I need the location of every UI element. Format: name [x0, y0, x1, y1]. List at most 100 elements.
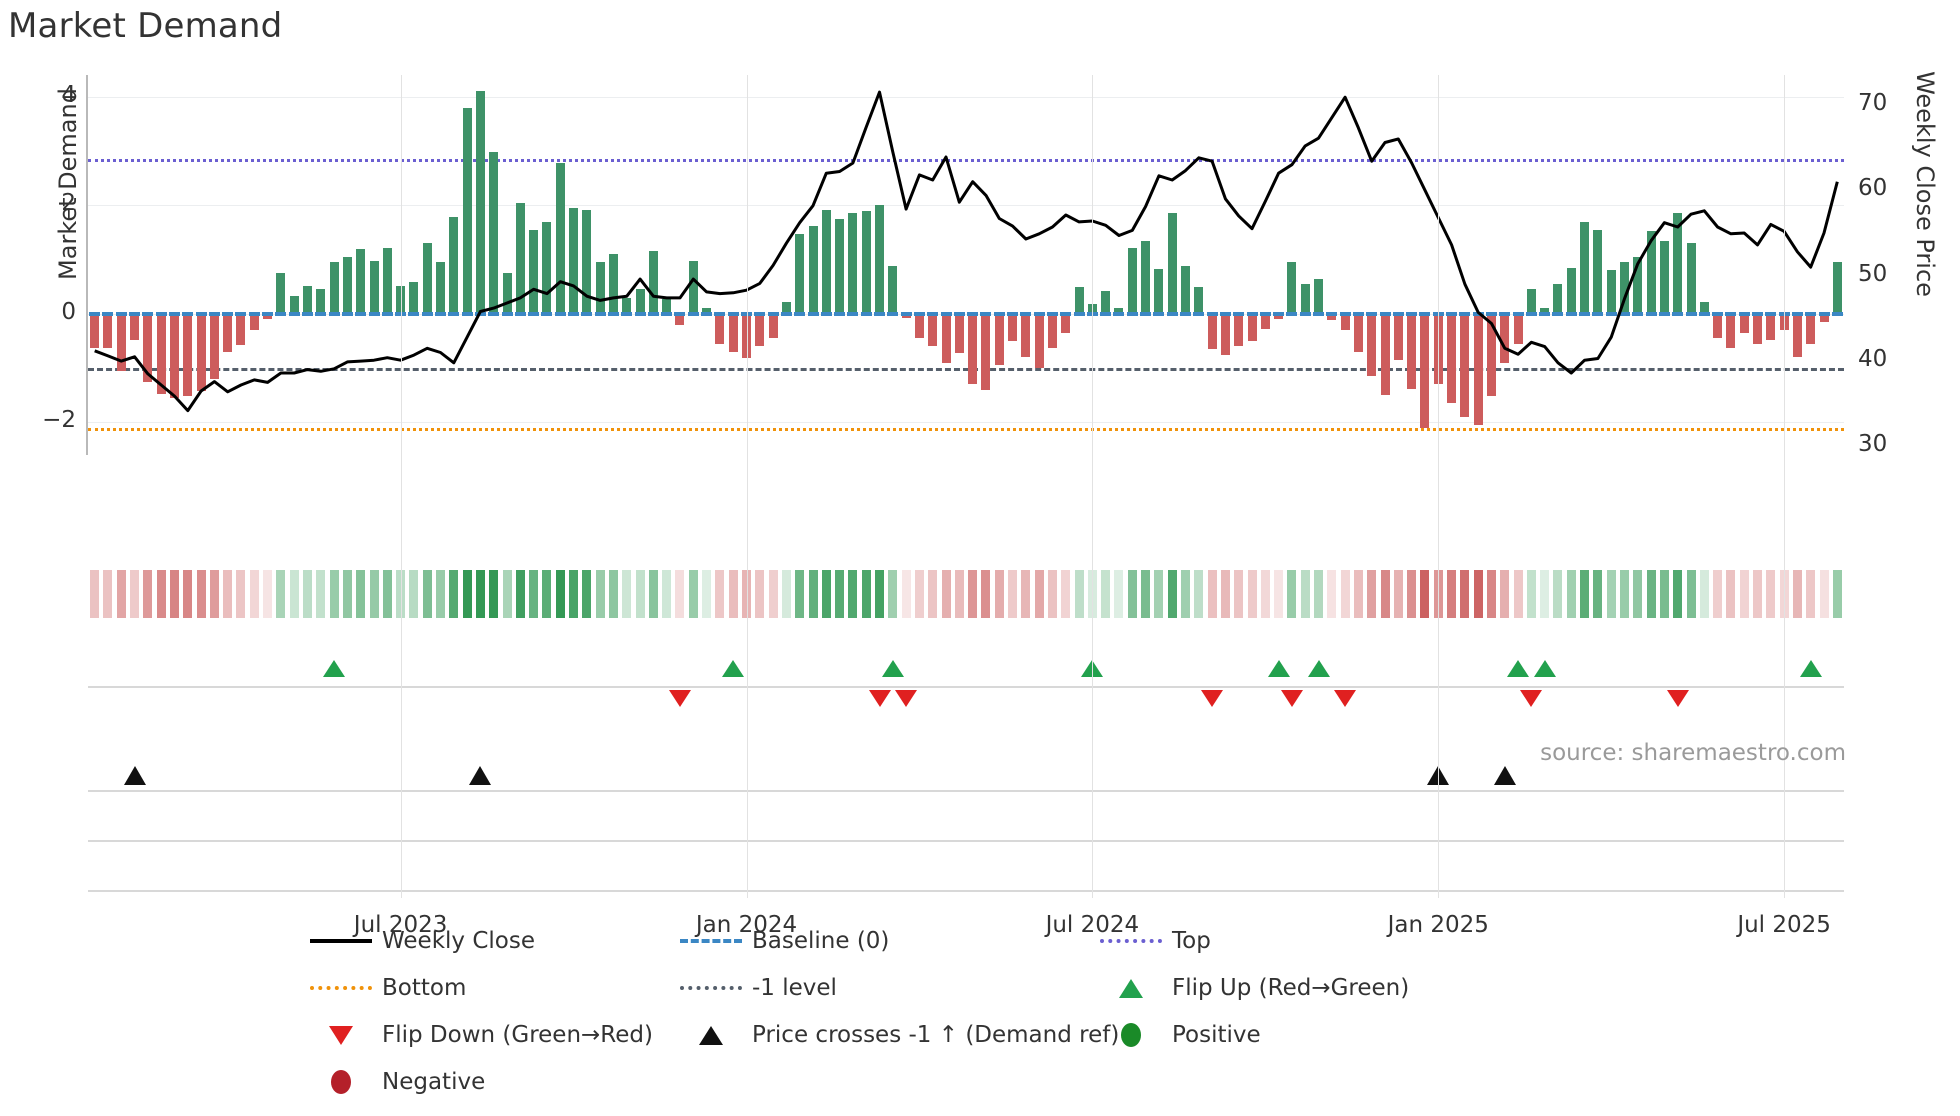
baseline-segment: [1592, 311, 1604, 316]
heatmap-cell: [369, 570, 379, 618]
heatmap-cell: [635, 570, 645, 618]
baseline-segment: [1831, 311, 1843, 316]
baseline-segment: [1725, 311, 1737, 316]
heatmap-cell: [795, 570, 805, 618]
baseline-segment: [1060, 311, 1072, 316]
baseline-segment: [182, 311, 194, 316]
legend-label: Top: [1172, 928, 1211, 954]
baseline-segment: [102, 311, 114, 316]
heatmap-cell: [263, 570, 273, 618]
demand-bar: [1473, 313, 1483, 426]
baseline-segment: [701, 311, 713, 316]
heatmap-cell: [249, 570, 259, 618]
legend-item-weekly-close[interactable]: Weekly Close: [300, 928, 670, 954]
demand-bar: [462, 107, 472, 314]
demand-bar: [635, 289, 645, 314]
demand-bar: [130, 313, 140, 340]
heatmap-cell: [1207, 570, 1217, 618]
heatmap-cell: [755, 570, 765, 618]
heatmap-cell: [928, 570, 938, 618]
legend-item-baseline-0[interactable]: Baseline (0): [670, 928, 1090, 954]
baseline-segment: [1126, 311, 1138, 316]
legend-row: Flip Down (Green→Red) Price crosses -1 ↑ …: [300, 1022, 1700, 1048]
baseline-segment: [1352, 311, 1364, 316]
legend-label: -1 level: [752, 975, 837, 1001]
x-tick-label: Jul 2025: [1737, 912, 1831, 938]
heatmap-cell: [449, 570, 459, 618]
baseline-segment: [1619, 311, 1630, 316]
baseline-segment: [1206, 311, 1218, 316]
heatmap-cell: [1726, 570, 1736, 618]
demand-bar: [569, 208, 579, 314]
baseline-segment: [1326, 311, 1338, 316]
legend-item-negative[interactable]: Negative: [300, 1069, 670, 1095]
flip-up-marker: [1507, 660, 1530, 677]
y-tick-left: 2: [61, 190, 76, 217]
legend-item-1-level[interactable]: -1 level: [670, 975, 1090, 1001]
heatmap-cell: [1553, 570, 1563, 618]
price-cross-triangle-icon: [699, 1025, 723, 1045]
heatmap-cell: [941, 570, 951, 618]
demand-bar: [795, 233, 805, 314]
flip-row-axis: [88, 686, 1844, 688]
baseline-segment: [1499, 311, 1511, 316]
heatmap-cell: [702, 570, 712, 618]
heatmap-cell: [1447, 570, 1457, 618]
baseline-segment: [1645, 311, 1657, 316]
baseline-segment: [1632, 311, 1644, 316]
heatmap-cell: [1300, 570, 1310, 618]
demand-bar: [356, 248, 366, 314]
heatmap-cell: [1593, 570, 1603, 618]
demand-bar: [1274, 313, 1284, 320]
demand-bar: [515, 202, 525, 314]
baseline-segment: [607, 311, 619, 316]
legend-item-top[interactable]: Top: [1090, 928, 1460, 954]
demand-bar: [808, 225, 818, 314]
heatmap-cell: [981, 570, 991, 618]
legend-item-flip-down-green-red[interactable]: Flip Down (Green→Red): [300, 1022, 670, 1048]
flip-up-marker: [722, 660, 745, 677]
heatmap-cell: [1167, 570, 1177, 618]
demand-bar: [1460, 313, 1470, 417]
heatmap-cell: [808, 570, 818, 618]
baseline-segment: [408, 311, 420, 316]
flip-up-marker: [1533, 660, 1556, 677]
demand-bar: [289, 295, 299, 314]
top-dash-icon: [1100, 939, 1162, 943]
baseline-segment: [1140, 311, 1152, 316]
heatmap-cell: [1832, 570, 1842, 618]
baseline-segment: [860, 311, 872, 316]
baseline-segment: [1485, 311, 1497, 316]
heatmap-cell: [1047, 570, 1057, 618]
demand-bar: [1181, 266, 1190, 314]
flip-up-marker: [1307, 660, 1330, 677]
legend-item-bottom[interactable]: Bottom: [300, 975, 670, 1001]
baseline-segment: [1738, 311, 1750, 316]
baseline-segment: [368, 311, 380, 316]
demand-bar: [1819, 313, 1829, 322]
baseline-segment: [448, 311, 460, 316]
baseline-segment: [155, 311, 167, 316]
y-tick-left: −2: [42, 407, 76, 434]
demand-bar: [1447, 313, 1457, 404]
baseline-segment: [1672, 311, 1684, 316]
heatmap-cell: [1713, 570, 1723, 618]
heatmap-cell: [489, 570, 499, 618]
demand-bar: [1300, 284, 1310, 314]
baseline-segment: [142, 311, 154, 316]
demand-bar: [303, 285, 312, 314]
y-tick-right: 40: [1858, 346, 1888, 373]
demand-bar: [1353, 313, 1363, 352]
x-tick-label: Jul 2023: [353, 912, 448, 938]
legend-item-flip-up-red-green[interactable]: Flip Up (Red→Green): [1090, 975, 1460, 1001]
reference-line-top: [88, 159, 1844, 163]
demand-bar: [1659, 240, 1669, 314]
demand-bar: [1407, 313, 1417, 389]
legend-item-positive[interactable]: Positive: [1090, 1022, 1460, 1048]
baseline-segment: [581, 311, 593, 316]
legend-item-price-crosses-1-demand-ref[interactable]: Price crosses -1 ↑ (Demand ref): [670, 1022, 1119, 1048]
baseline-segment: [1406, 311, 1418, 316]
demand-bar: [103, 313, 113, 348]
baseline-segment: [687, 311, 699, 316]
heatmap-cell: [914, 570, 924, 618]
